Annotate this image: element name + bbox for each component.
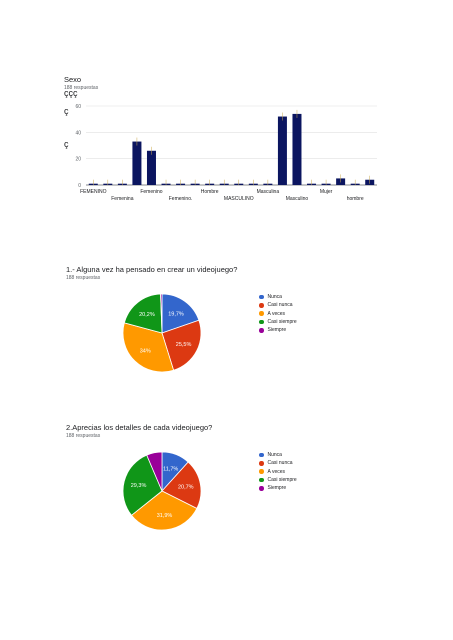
bar	[146, 150, 156, 185]
slice-label: 29,3%	[131, 483, 147, 489]
pie-slice	[161, 461, 202, 510]
legend-label: Casi siempre	[267, 319, 297, 326]
pie-slice	[161, 319, 202, 371]
legend-label: Siempre	[267, 327, 287, 334]
pie-chart-2: 11,7% 20,7% 31,9% 29,3%	[122, 451, 202, 531]
legend-item: Nunca	[259, 451, 297, 459]
x-tick-label: Hombre	[201, 189, 219, 195]
slice-label: 34%	[140, 348, 151, 354]
legend-item: Casi nunca	[259, 459, 297, 467]
bar	[132, 141, 142, 185]
legend-dot	[259, 452, 264, 458]
legend-dot	[259, 294, 264, 300]
x-tick-label: Femenina	[111, 196, 133, 202]
legend-label: Casi siempre	[267, 477, 297, 484]
legend-label: Casi nunca	[267, 302, 293, 309]
legend-label: Casi nunca	[267, 460, 293, 467]
legend-dot	[259, 328, 264, 333]
legend-item: Nunca	[259, 293, 297, 301]
pie2-responses: 188 respuestas	[66, 433, 101, 439]
x-tick-label: Femenino.	[169, 196, 193, 202]
legend-label: Nunca	[267, 294, 282, 301]
pie-chart-1: 19,7% 25,5% 34% 20,2%	[122, 293, 202, 373]
x-tick-label: Mujer	[320, 189, 333, 195]
x-tick-label: Masculino	[286, 196, 309, 202]
legend-item: A veces	[259, 468, 297, 476]
pie1-title: 1.- Alguna vez ha pensado en crear un vi…	[66, 265, 238, 274]
legend-dot	[259, 303, 264, 308]
bar	[292, 113, 302, 185]
legend-dot	[259, 461, 264, 466]
legend-item: Casi siempre	[259, 318, 297, 326]
legend-dot	[259, 477, 264, 483]
legend-dot	[259, 486, 264, 491]
pie-slice	[122, 322, 175, 373]
legend-item: Siempre	[259, 484, 297, 492]
x-tick-label: hombre	[347, 196, 364, 202]
legend-label: Siempre	[267, 485, 287, 492]
glitch-text-a: ççç	[64, 88, 78, 98]
pie-slice	[160, 293, 163, 334]
pie1-legend: Nunca Casi nunca A veces Casi siempre Siempr…	[259, 293, 297, 334]
pie2-legend: Nunca Casi nunca A veces Casi siempre Siempr…	[259, 451, 297, 492]
y-tick-label: 20	[75, 157, 81, 163]
slice-label: 19,7%	[168, 311, 184, 317]
legend-label: Nunca	[267, 452, 282, 459]
pie-slice	[130, 490, 198, 531]
y-tick-label: 60	[75, 104, 81, 110]
glitch-text-b: ç	[64, 106, 69, 116]
legend-item: Casi siempre	[259, 476, 297, 484]
x-tick-label: Masculina	[257, 189, 280, 195]
pie2-title: 2.Aprecias los detalles de cada videojue…	[66, 423, 213, 432]
legend-item: A veces	[259, 310, 297, 318]
slice-label: 20,2%	[139, 312, 155, 318]
slice-label: 25,5%	[176, 342, 192, 348]
bar	[277, 116, 287, 185]
glitch-text-c: ç	[64, 139, 69, 149]
legend-dot	[259, 311, 264, 316]
pie1-responses: 188 respuestas	[66, 275, 101, 281]
bar-chart-responses: 188 respuestas	[64, 85, 99, 91]
legend-item: Casi nunca	[259, 301, 297, 309]
x-tick-label: MASCULINO	[224, 196, 254, 202]
pie-slice	[146, 451, 163, 492]
slice-label: 11,7%	[163, 466, 178, 472]
legend-item: Siempre	[259, 326, 297, 334]
legend-dot	[259, 469, 264, 474]
bar-chart: 0 20 40 60 FEMENINO Femenino Hombre Masculina Mu…	[75, 104, 377, 202]
x-tick-label: Femenino	[140, 189, 162, 195]
pie-slice	[122, 454, 163, 516]
legend-label: A veces	[267, 310, 286, 317]
x-tick-label: FEMENINO	[80, 189, 107, 195]
legend-label: A veces	[267, 468, 286, 475]
bar-chart-title: Sexo	[64, 75, 82, 84]
slice-label: 31,9%	[157, 513, 173, 519]
legend-dot	[259, 319, 264, 325]
y-tick-label: 0	[78, 183, 81, 189]
slice-label: 20,7%	[178, 485, 194, 491]
y-tick-label: 40	[75, 130, 81, 136]
pie-slice	[123, 293, 163, 334]
